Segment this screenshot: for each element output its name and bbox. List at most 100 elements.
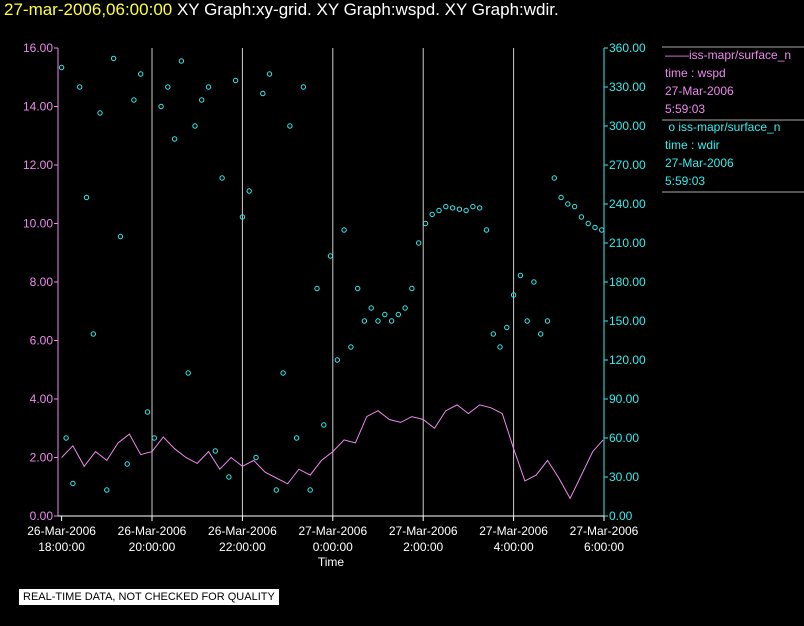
x-tick-date: 26-Mar-2006 (27, 524, 96, 538)
wdir-point (219, 175, 225, 181)
x-tick-date: 27-Mar-2006 (298, 524, 367, 538)
wdir-point (205, 84, 212, 90)
right-tick-label: 300.00 (609, 119, 646, 133)
chart-title: 27-mar-2006,06:00:00 XY Graph:xy-grid. X… (4, 0, 559, 20)
left-tick-label: 2.00 (30, 451, 54, 465)
right-tick-label: 270.00 (609, 158, 646, 172)
wdir-point (571, 203, 578, 210)
legend-wdir-line2: 27-Mar-2006 (665, 156, 734, 170)
wdir-point (429, 211, 435, 218)
wdir-series (58, 55, 605, 493)
right-tick-label: 180.00 (609, 275, 646, 289)
wspd-series (61, 404, 604, 500)
wdir-point (395, 311, 401, 318)
wdir-point (578, 214, 585, 220)
wdir-point (90, 331, 97, 337)
legend-wspd-series: ——iss-mapr/surface_n (665, 48, 792, 62)
wdir-point (477, 205, 483, 211)
wdir-point (422, 220, 429, 227)
wspd-line (61, 404, 604, 500)
wdir-point (409, 285, 415, 292)
wdir-point (192, 123, 198, 129)
wdir-point (300, 84, 307, 90)
wdir-point (341, 227, 347, 233)
wdir-point (138, 71, 144, 77)
legend-wspd-name: iss-mapr/surface_n (689, 48, 792, 62)
wdir-point (517, 272, 524, 279)
left-axis-ticks: 0.00 2.00 4.00 6.00 8.00 10.00 12.00 14.00 16.00 (23, 41, 58, 523)
wdir-point (293, 435, 300, 441)
wdir-point (171, 136, 178, 142)
wdir-point (382, 311, 388, 318)
legend-wdir-line3: 5:59:03 (665, 174, 706, 188)
legend-wdir-line1: time : wdir (665, 138, 720, 152)
left-tick-label: 14.00 (23, 100, 53, 114)
left-tick-label: 8.00 (30, 275, 54, 289)
wdir-point (592, 224, 598, 231)
x-tick-time: 4:00:00 (494, 540, 534, 554)
wdir-point (321, 422, 327, 428)
legend-wspd-line2: 27-Mar-2006 (665, 84, 734, 98)
right-tick-label: 150.00 (609, 314, 646, 328)
legend-wspd-line3: 5:59:03 (665, 102, 706, 116)
wdir-point (314, 285, 320, 292)
wdir-point (443, 203, 449, 210)
wdir-point (83, 194, 90, 201)
x-tick-date: 26-Mar-2006 (118, 524, 187, 538)
wdir-point (470, 203, 476, 210)
wdir-point (456, 206, 463, 212)
wdir-point (158, 103, 164, 110)
left-tick-label: 6.00 (30, 334, 54, 348)
wdir-point (504, 324, 510, 331)
wdir-point (199, 97, 205, 103)
wdir-point (226, 474, 232, 480)
axes (57, 48, 605, 517)
wdir-point (558, 194, 564, 201)
wdir-point (185, 370, 191, 376)
title-timestamp: 27-mar-2006,06:00:00 (4, 0, 173, 19)
wdir-point (531, 279, 537, 285)
x-axis-label: Time (318, 555, 345, 569)
right-tick-label: 210.00 (609, 236, 646, 250)
wdir-point (260, 90, 266, 97)
wdir-point (388, 318, 395, 324)
left-tick-label: 10.00 (23, 217, 53, 231)
wdir-point (131, 97, 137, 103)
wdir-point (104, 487, 110, 493)
wdir-point (212, 448, 219, 454)
x-tick-date: 27-Mar-2006 (389, 524, 458, 538)
wdir-point (510, 292, 517, 298)
wdir-point (287, 123, 293, 129)
left-tick-label: 16.00 (23, 41, 53, 55)
wdir-point (402, 305, 408, 311)
wdir-point (239, 214, 246, 220)
wdir-point (266, 71, 273, 77)
wdir-point (497, 344, 503, 350)
x-tick-date: 26-Mar-2006 (208, 524, 277, 538)
wdir-point (334, 357, 340, 363)
wdir-point (368, 305, 374, 311)
right-tick-label: 120.00 (609, 353, 646, 367)
wdir-point (551, 175, 557, 181)
right-tick-label: 360.00 (609, 41, 646, 55)
title-graphs: XY Graph:xy-grid. XY Graph:wspd. XY Grap… (176, 0, 559, 19)
wdir-point (544, 318, 551, 324)
legend-wdir-name: iss-mapr/surface_n (678, 120, 781, 134)
wdir-point (524, 318, 530, 324)
wdir-point (463, 207, 469, 214)
x-tick-time: 22:00:00 (219, 540, 266, 554)
wdir-point (565, 201, 571, 207)
x-tick-date: 27-Mar-2006 (570, 524, 639, 538)
wdir-point (151, 435, 158, 441)
legend-wdir-series: o iss-mapr/surface_n (665, 120, 781, 134)
wdir-point (178, 58, 185, 64)
wdir-point (599, 227, 605, 233)
wdir-point (375, 318, 381, 324)
right-tick-label: 30.00 (609, 470, 639, 484)
left-tick-label: 4.00 (30, 392, 54, 406)
wdir-point (165, 84, 171, 90)
wdir-point (77, 84, 83, 90)
wdir-point (253, 454, 259, 461)
left-tick-label: 12.00 (23, 158, 53, 172)
